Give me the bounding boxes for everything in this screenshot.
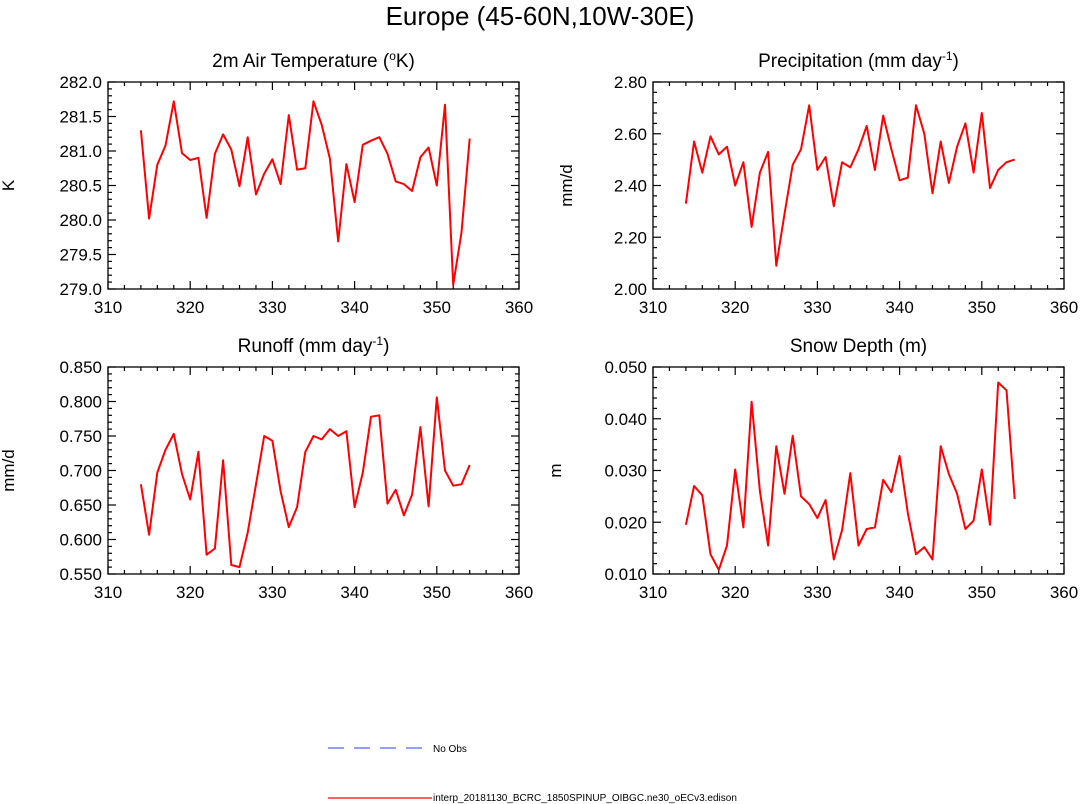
panel-title-tail: )	[953, 51, 959, 72]
y-tick-label: 0.650	[59, 496, 102, 515]
x-tick-label: 360	[505, 583, 533, 602]
panel-4: Snow Depth (m) m 310 320 330 340 350 360 0.010 0.…	[546, 336, 1078, 602]
series-line-model	[139, 100, 471, 286]
y-tick-label: 0.550	[59, 565, 102, 584]
y-tick-label: 279.5	[59, 246, 102, 265]
x-tick-label: 320	[721, 298, 749, 317]
panel-title-tail: )	[383, 336, 389, 357]
plot-frame	[652, 81, 1065, 290]
panel-title: Precipitation (mm day-1)	[758, 49, 959, 72]
panel-1: 2m Air Temperature (oK) K 310 320 330 340 350 3…	[0, 49, 533, 317]
panel-3: Runoff (mm day-1) mm/d 310 320 330 340 350 360 0…	[0, 334, 533, 602]
x-tick-label: 350	[423, 583, 451, 602]
y-tick-label: 0.010	[604, 565, 647, 584]
x-tick-label: 310	[94, 583, 122, 602]
panels: 2m Air Temperature (oK) K 310 320 330 340 350 3…	[0, 49, 1078, 602]
legend: No Obs interp_20181130_BCRC_1850SPINUP_O…	[328, 744, 737, 804]
main-title: Europe (45-60N,10W-30E)	[386, 1, 695, 31]
x-tick-label: 340	[885, 298, 913, 317]
x-tick-label: 360	[1050, 583, 1078, 602]
y-tick-label: 281.5	[59, 108, 102, 127]
x-tick-label: 350	[968, 583, 996, 602]
panel-title-superscript: -1	[942, 49, 953, 63]
x-tick-label: 340	[340, 298, 368, 317]
panel-title-main: Precipitation (mm day	[758, 51, 942, 72]
panel-title-tail: K)	[396, 51, 415, 72]
y-tick-label: 2.60	[614, 125, 647, 144]
y-tick-label: 2.20	[614, 228, 647, 247]
y-tick-label: 280.5	[59, 177, 102, 196]
y-axis-label: m	[546, 463, 565, 477]
panel-2: Precipitation (mm day-1) mm/d 310 320 330 340…	[557, 49, 1078, 317]
y-tick-label: 2.00	[614, 280, 647, 299]
plot-frame	[107, 366, 520, 575]
y-tick-label: 0.800	[59, 393, 102, 412]
y-tick-label: 281.0	[59, 142, 102, 161]
y-tick-label: 0.600	[59, 531, 102, 550]
y-tick-label: 2.40	[614, 177, 647, 196]
panel-title-superscript: -1	[372, 334, 383, 348]
x-tick-label: 320	[721, 583, 749, 602]
x-tick-label: 360	[505, 298, 533, 317]
panel-title-main: 2m Air Temperature (	[212, 51, 390, 72]
y-tick-label: 279.0	[59, 280, 102, 299]
x-tick-label: 340	[885, 583, 913, 602]
x-tick-label: 350	[968, 298, 996, 317]
series-line-model	[684, 104, 1016, 267]
x-tick-label: 360	[1050, 298, 1078, 317]
x-tick-label: 310	[94, 298, 122, 317]
x-tick-label: 340	[340, 583, 368, 602]
x-tick-label: 310	[639, 298, 667, 317]
y-tick-label: 0.040	[604, 410, 647, 429]
y-axis-label: K	[0, 179, 18, 191]
y-axis-label: mm/d	[557, 164, 576, 207]
y-tick-label: 0.750	[59, 427, 102, 446]
panel-title: 2m Air Temperature (oK)	[212, 49, 415, 72]
y-tick-label: 282.0	[59, 73, 102, 92]
series-line-model	[139, 396, 471, 569]
y-tick-label: 0.050	[604, 358, 647, 377]
y-tick-label: 280.0	[59, 211, 102, 230]
panel-title-main: Runoff (mm day	[238, 336, 373, 357]
legend-model-label: interp_20181130_BCRC_1850SPINUP_OIBGC.ne…	[433, 793, 737, 804]
y-tick-label: 2.80	[614, 73, 647, 92]
y-tick-label: 0.020	[604, 513, 647, 532]
series-line-model	[684, 381, 1016, 571]
y-tick-label: 0.030	[604, 462, 647, 481]
x-tick-label: 330	[803, 298, 831, 317]
x-tick-label: 330	[803, 583, 831, 602]
x-tick-label: 310	[639, 583, 667, 602]
y-axis-label: mm/d	[0, 449, 18, 492]
x-tick-label: 350	[423, 298, 451, 317]
y-tick-label: 0.850	[59, 358, 102, 377]
panel-title: Runoff (mm day-1)	[238, 334, 390, 357]
panel-title: Snow Depth (m)	[790, 336, 927, 357]
y-tick-label: 0.700	[59, 462, 102, 481]
legend-obs-label: No Obs	[433, 744, 467, 755]
x-tick-label: 320	[176, 583, 204, 602]
x-tick-label: 330	[258, 298, 286, 317]
panel-title-main: Snow Depth (m)	[790, 336, 927, 357]
x-tick-label: 320	[176, 298, 204, 317]
x-tick-label: 330	[258, 583, 286, 602]
panel-title-superscript: o	[389, 49, 396, 63]
